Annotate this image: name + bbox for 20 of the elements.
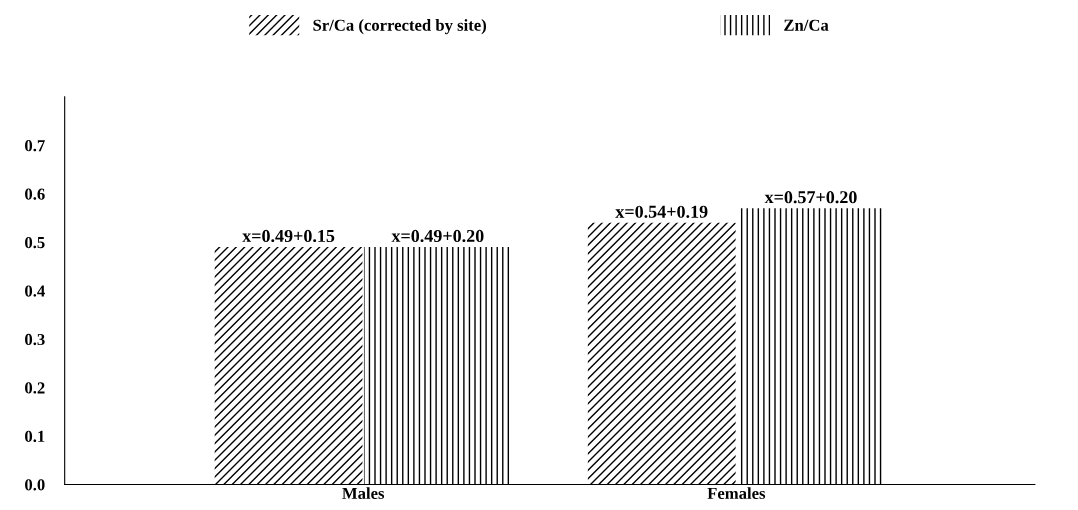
data-label: x=0.57+0.20: [764, 191, 857, 204]
legend-label: Zn/Ca: [784, 19, 829, 31]
bar: [587, 222, 736, 485]
y-tick-label: 0.6: [25, 188, 45, 200]
bar: [214, 247, 363, 485]
y-tick-label: 0.3: [25, 333, 45, 346]
y-tick-label: 0.4: [25, 285, 45, 297]
y-tick-label: 0.1: [25, 430, 45, 443]
bar: [363, 247, 512, 485]
data-label: x=0.49+0.15: [242, 229, 335, 243]
y-tick-label: 0.5: [25, 236, 45, 249]
data-label: x=0.49+0.20: [391, 229, 484, 243]
y-tick-label: 0.2: [25, 382, 45, 394]
y-tick-label: 0.7: [25, 140, 45, 152]
legend-label: Sr/Ca (corrected by site): [313, 19, 486, 35]
x-tick-label: Males: [342, 487, 385, 500]
y-tick-label: 0.0: [25, 479, 45, 491]
data-label: x=0.54+0.19: [615, 205, 708, 218]
bar: [737, 208, 885, 485]
x-tick-label: Females: [707, 487, 766, 500]
